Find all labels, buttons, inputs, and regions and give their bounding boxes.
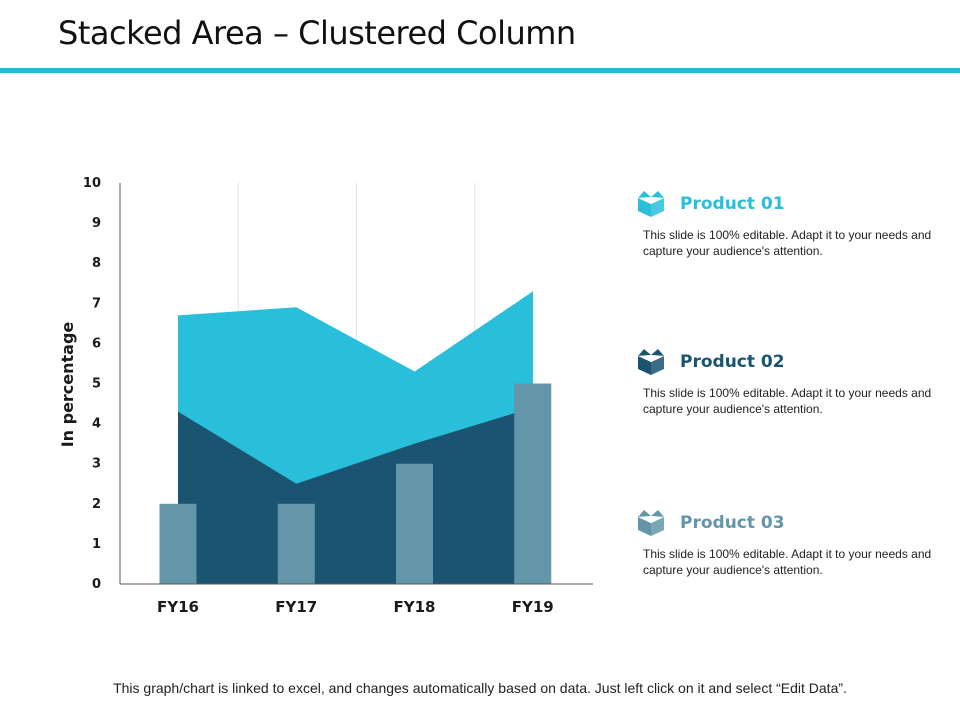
y-tick-label: 9 xyxy=(92,216,101,231)
legend-item-product-03: Product 03 This slide is 100% editable. … xyxy=(636,508,940,578)
legend-label-product-01: Product 01 xyxy=(680,194,785,214)
footnote: This graph/chart is linked to excel, and… xyxy=(113,680,847,696)
x-tick-label: FY19 xyxy=(512,598,554,616)
legend-item-product-02: Product 02 This slide is 100% editable. … xyxy=(636,347,940,417)
stacked-area-column-chart: 0 1 2 3 4 5 6 7 8 9 10 FY16 FY17 FY18 FY19 In percentag… xyxy=(58,176,593,616)
y-tick-label: 4 xyxy=(92,417,101,432)
legend-label-product-02: Product 02 xyxy=(680,352,785,372)
legend-label-product-03: Product 03 xyxy=(680,513,785,533)
y-tick-label: 7 xyxy=(92,296,101,311)
y-tick-label: 3 xyxy=(92,457,101,472)
x-tick-label: FY16 xyxy=(157,598,199,616)
box-icon xyxy=(638,349,664,375)
y-axis-title: In percentage xyxy=(58,322,77,448)
y-tick-label: 2 xyxy=(92,497,101,512)
y-tick-label: 5 xyxy=(92,377,101,392)
slide-title: Stacked Area – Clustered Column xyxy=(58,14,576,52)
y-tick-label: 6 xyxy=(92,336,101,351)
column-product-03 xyxy=(396,463,433,584)
x-tick-label: FY18 xyxy=(394,598,436,616)
y-tick-label: 1 xyxy=(92,537,101,552)
y-tick-label: 8 xyxy=(92,256,101,271)
y-tick-label: 0 xyxy=(92,577,101,592)
box-icon xyxy=(638,510,664,536)
column-product-03 xyxy=(514,383,552,584)
column-product-03 xyxy=(277,503,315,584)
box-icon xyxy=(638,191,664,217)
title-underline xyxy=(0,68,960,73)
legend-item-product-01: Product 01 This slide is 100% editable. … xyxy=(636,189,940,259)
x-tick-label: FY17 xyxy=(275,598,317,616)
column-product-03 xyxy=(159,503,197,584)
area-product-02 xyxy=(178,407,533,584)
legend-description-product-02: This slide is 100% editable. Adapt it to… xyxy=(643,386,932,416)
legend-description-product-03: This slide is 100% editable. Adapt it to… xyxy=(643,547,932,577)
legend-description-product-01: This slide is 100% editable. Adapt it to… xyxy=(643,228,932,258)
y-tick-label: 10 xyxy=(83,176,101,191)
